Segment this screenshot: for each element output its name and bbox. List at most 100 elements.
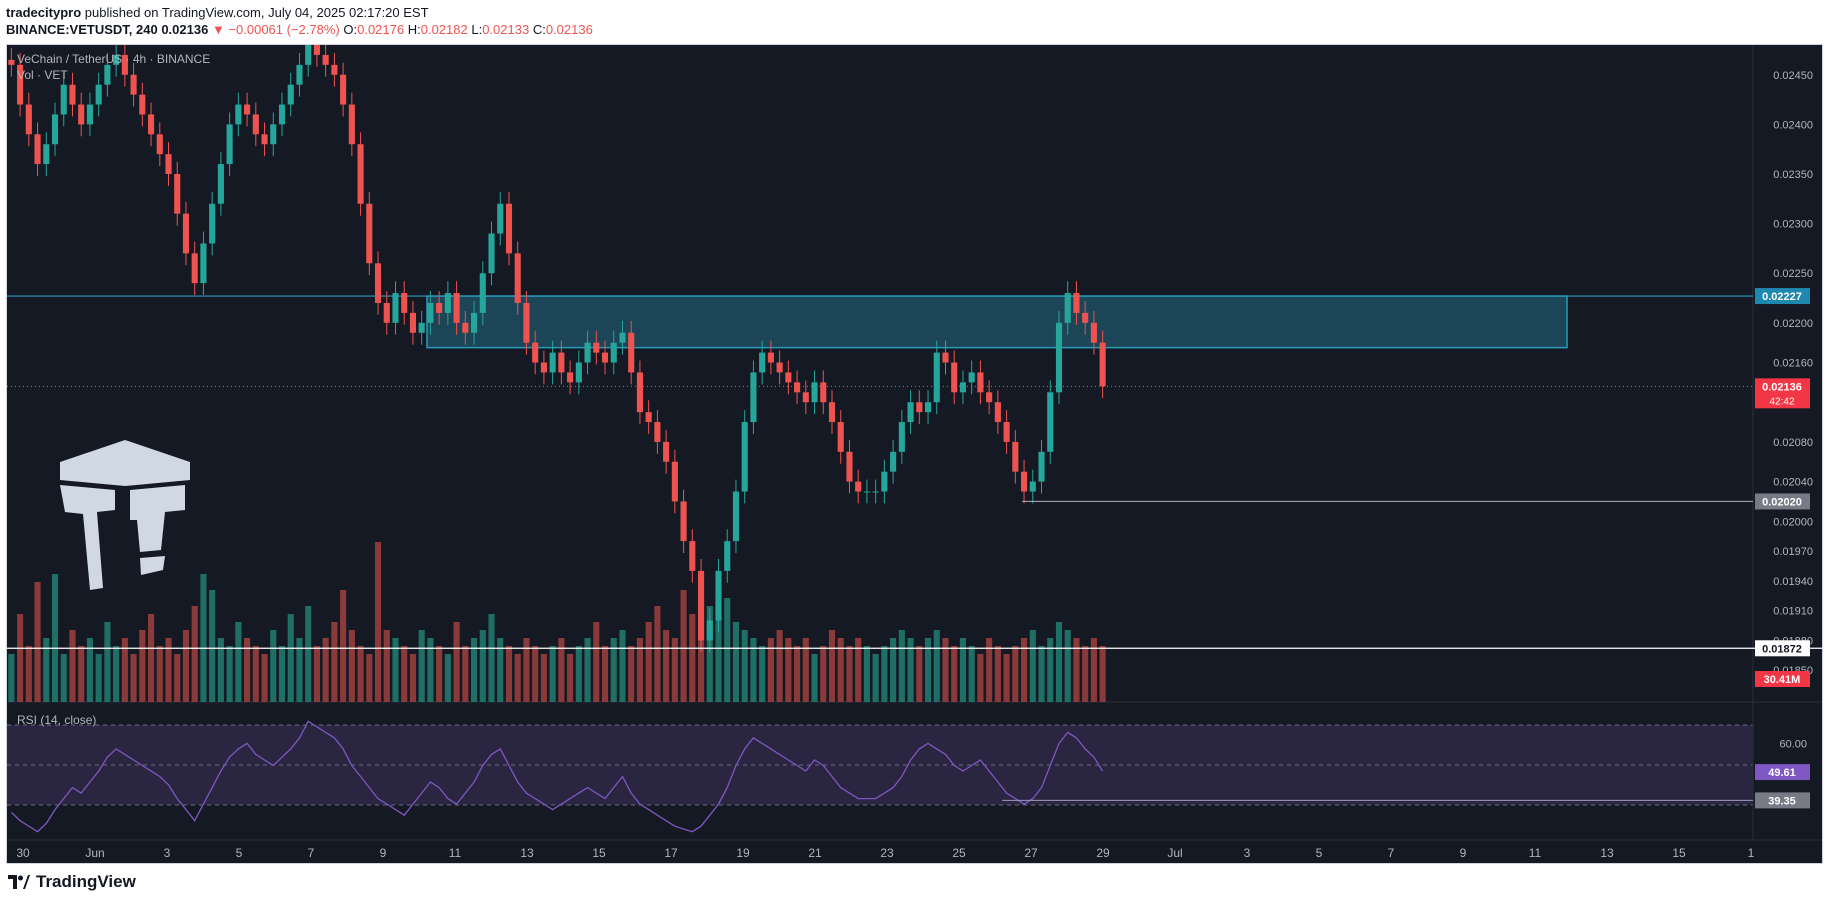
candle-body <box>1038 451 1045 482</box>
candle-body <box>759 352 766 373</box>
rsi-axis-label: 60.00 <box>1779 738 1807 750</box>
candle-body <box>209 203 216 244</box>
rsi-current-label: 49.61 <box>1768 767 1796 779</box>
volume-bar <box>680 590 687 702</box>
candle-body <box>724 541 731 571</box>
candle-body <box>462 322 469 333</box>
candle-body <box>890 451 897 472</box>
volume-bar <box>313 646 320 702</box>
low-label-box <box>1755 640 1810 657</box>
low-label: 0.01872 <box>1762 643 1802 655</box>
ohlc-open: 0.02176 <box>357 22 405 37</box>
candle-body <box>514 253 521 303</box>
volume-bar <box>322 638 329 702</box>
rsi-legend[interactable]: RSI (14, close) <box>17 713 97 727</box>
price-axis-label: 0.01940 <box>1773 576 1813 588</box>
candle-body <box>217 164 224 204</box>
volume-bar <box>331 622 338 702</box>
candle-body <box>113 54 120 65</box>
candle-body <box>488 233 495 274</box>
time-axis-label: 21 <box>808 846 822 860</box>
volume-label-box <box>1755 671 1810 687</box>
candle-body <box>104 64 111 85</box>
chart-legend: VeChain / TetherUS · 4h · BINANCE Vol · … <box>17 51 210 83</box>
candle-body <box>270 124 277 145</box>
candle-body <box>977 372 984 393</box>
volume-bar <box>78 646 85 702</box>
volume-bar <box>1073 638 1080 702</box>
volume-bar <box>497 638 504 702</box>
volume-bar <box>453 622 460 702</box>
candle-body <box>785 372 792 383</box>
volume-bar <box>1090 638 1097 702</box>
volume-bar <box>785 638 792 702</box>
volume-bar <box>986 638 993 702</box>
candle-body <box>296 64 303 85</box>
volume-bar <box>689 614 696 702</box>
candle-body <box>601 352 609 363</box>
volume-bar <box>165 638 172 702</box>
volume-bar <box>479 630 486 702</box>
candle-body <box>444 293 451 313</box>
footer-brand: TradingView <box>8 872 136 892</box>
volume-bar <box>994 646 1001 702</box>
volume-bar <box>252 646 259 702</box>
author-name[interactable]: tradecitypro <box>6 5 82 20</box>
rsi-current-label-box <box>1755 764 1810 781</box>
candle-body <box>610 342 617 363</box>
time-axis-label: 30 <box>16 846 30 860</box>
candle-body <box>130 74 137 95</box>
candle-body <box>357 144 364 204</box>
candle-body <box>147 114 155 135</box>
candle-body <box>1099 342 1106 387</box>
candle-body <box>855 481 862 492</box>
volume-bar <box>60 654 67 702</box>
candle-body <box>497 203 504 234</box>
volume-bar <box>951 646 958 702</box>
time-axis-label: Jul <box>1167 846 1182 860</box>
volume-bar <box>724 598 731 702</box>
candle-body <box>43 144 50 165</box>
volume-bar <box>51 574 59 702</box>
volume-bar <box>855 638 862 702</box>
volume-bar <box>296 638 303 702</box>
ohlc-low: 0.02133 <box>482 22 530 37</box>
candle-body <box>34 134 41 165</box>
volume-bar <box>628 646 635 702</box>
price-axis-label: 0.02350 <box>1773 169 1813 181</box>
chart-frame[interactable]: 60.00 0.02450 0.02400 0.02350 0.02300 0.0225… <box>6 44 1823 864</box>
time-axis-label: 15 <box>1672 846 1686 860</box>
volume-bar <box>741 630 748 702</box>
volume-bar <box>418 630 425 702</box>
candle-body <box>226 124 233 165</box>
volume-bar <box>636 638 643 702</box>
volume-bar <box>130 654 137 702</box>
publish-info: published on TradingView.com, July 04, 2… <box>84 5 429 20</box>
chart-canvas[interactable]: 60.00 0.02450 0.02400 0.02350 0.02300 0.0225… <box>7 45 1823 864</box>
time-axis-label: 9 <box>1460 846 1467 860</box>
candle-body <box>174 173 181 214</box>
legend-title[interactable]: VeChain / TetherUS · 4h · BINANCE <box>17 52 211 66</box>
support-label: 0.02020 <box>1762 496 1802 508</box>
volume-bar <box>8 654 15 702</box>
candle-body <box>837 422 844 452</box>
candle-body <box>715 570 722 621</box>
volume-bar <box>942 638 949 702</box>
volume-bar <box>488 614 495 702</box>
volume-bar <box>514 654 521 702</box>
volume-bar <box>977 654 984 702</box>
candle-body <box>994 402 1001 423</box>
volume-bar <box>872 654 879 702</box>
volume-bar <box>898 630 905 702</box>
support-label-box <box>1755 493 1810 510</box>
volume-bar <box>340 590 347 702</box>
volume-bar <box>802 638 809 702</box>
candle-body <box>383 302 390 323</box>
candle-body <box>244 104 251 115</box>
last-price: 0.02136 <box>161 22 209 37</box>
candle-body <box>340 74 347 105</box>
volume-bar <box>706 606 713 702</box>
candle-body <box>200 243 207 284</box>
volume-bar <box>244 638 251 702</box>
legend-volume[interactable]: Vol · VET <box>17 68 68 82</box>
